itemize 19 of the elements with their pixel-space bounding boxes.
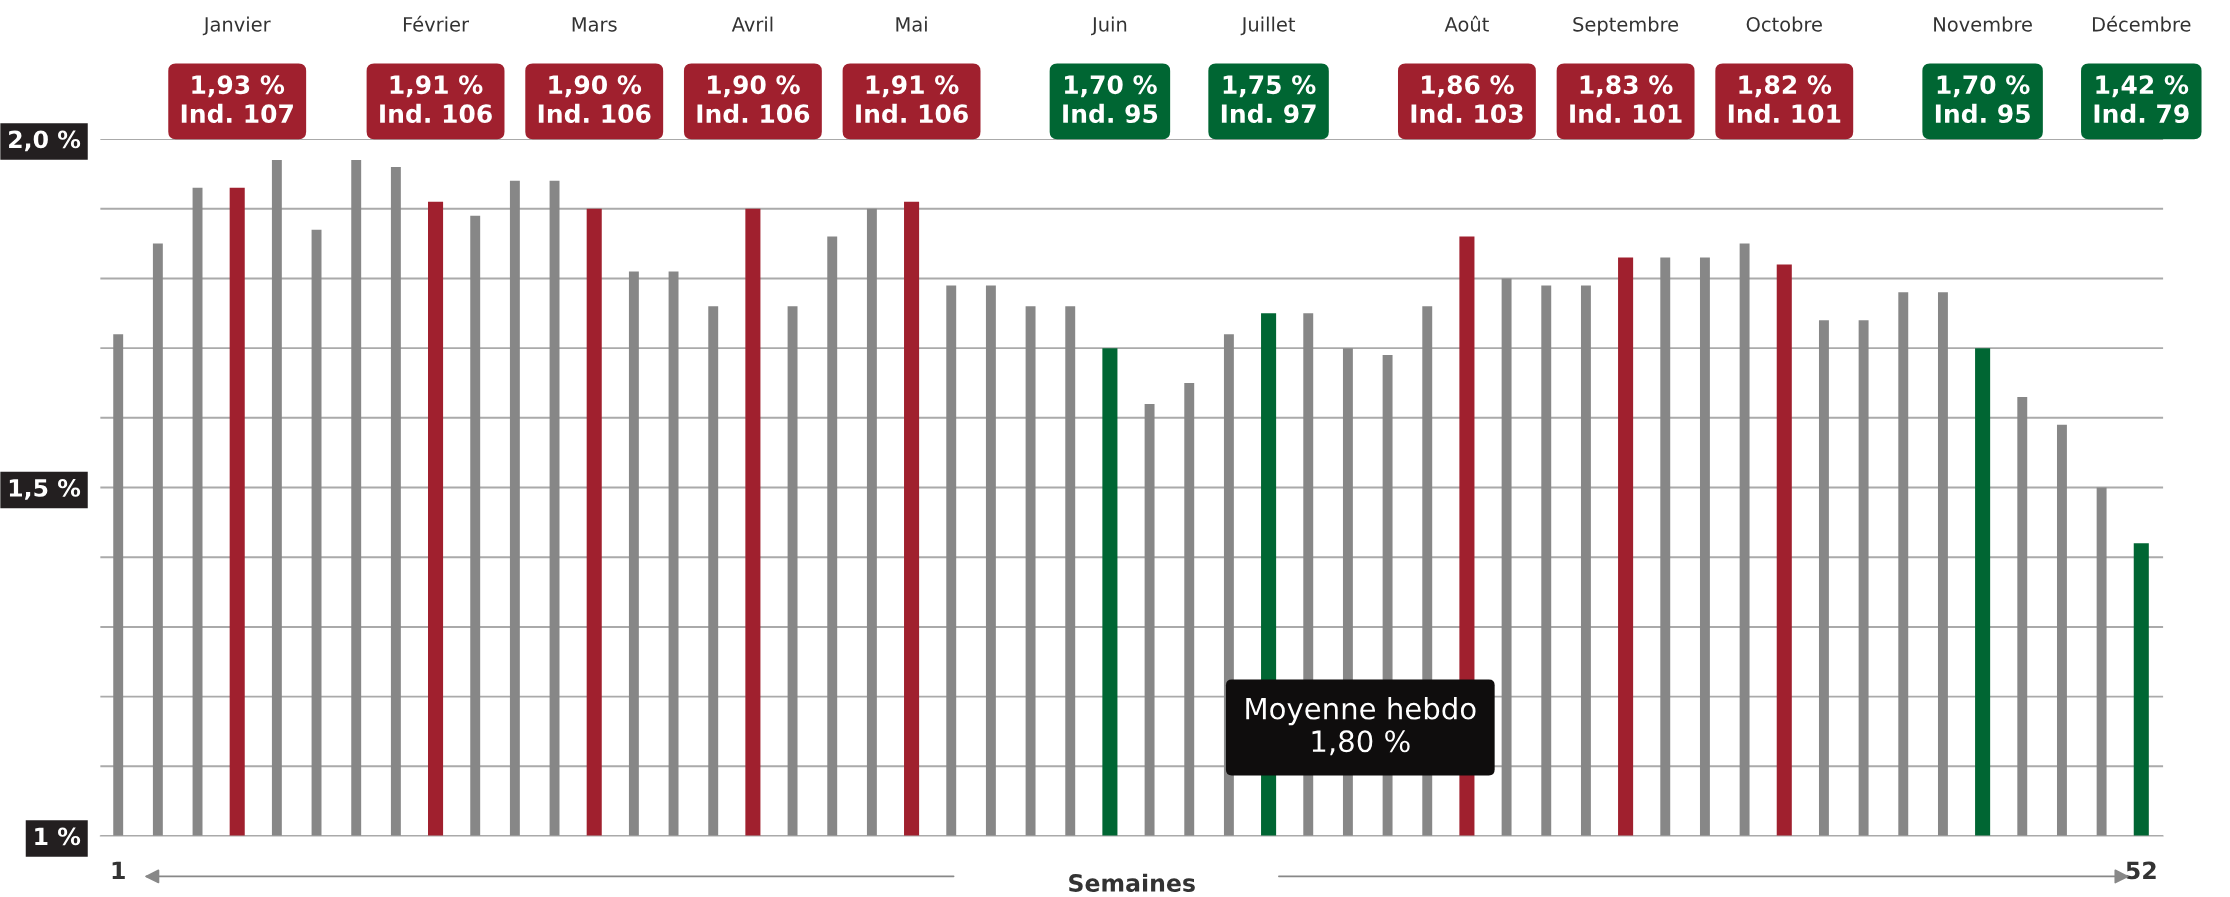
text: Mars 1,90 % Ind. 106 <box>538 17 651 124</box>
text: Janvier 1,93 % Ind. 107 <box>181 16 293 124</box>
x-tick-label: 52 <box>2126 861 2156 880</box>
text: Décembre 1,42 % Ind. 79 <box>2092 15 2191 124</box>
text: Mai 1,91 % Ind. 106 <box>856 16 968 124</box>
y-tick-label: 1,5 % <box>9 478 81 500</box>
text: Avril 1,90 % Ind. 106 <box>697 16 810 124</box>
text: Octobre 1,82 % Ind. 101 <box>1728 16 1841 124</box>
x-tick-label: 1 <box>112 861 125 879</box>
y-tick-label: 1 % <box>35 827 81 846</box>
text: Février 1,91 % Ind. 106 <box>380 15 492 124</box>
x-axis-title: Semaines <box>1069 873 1195 892</box>
text: Novembre 1,70 % Ind. 95 <box>1934 16 2032 124</box>
text: Août 1,86 % Ind. 103 <box>1411 15 1523 124</box>
text: Juillet 1,75 % Ind. 97 <box>1221 16 1316 124</box>
annotation: Moyenne hebdo 1,80 % <box>1246 697 1476 756</box>
text: Septembre 1,83 % Ind. 101 <box>1570 16 1682 124</box>
y-tick-label: 2,0 % <box>9 130 81 152</box>
text: Juin 1,70 % Ind. 95 <box>1063 16 1158 124</box>
